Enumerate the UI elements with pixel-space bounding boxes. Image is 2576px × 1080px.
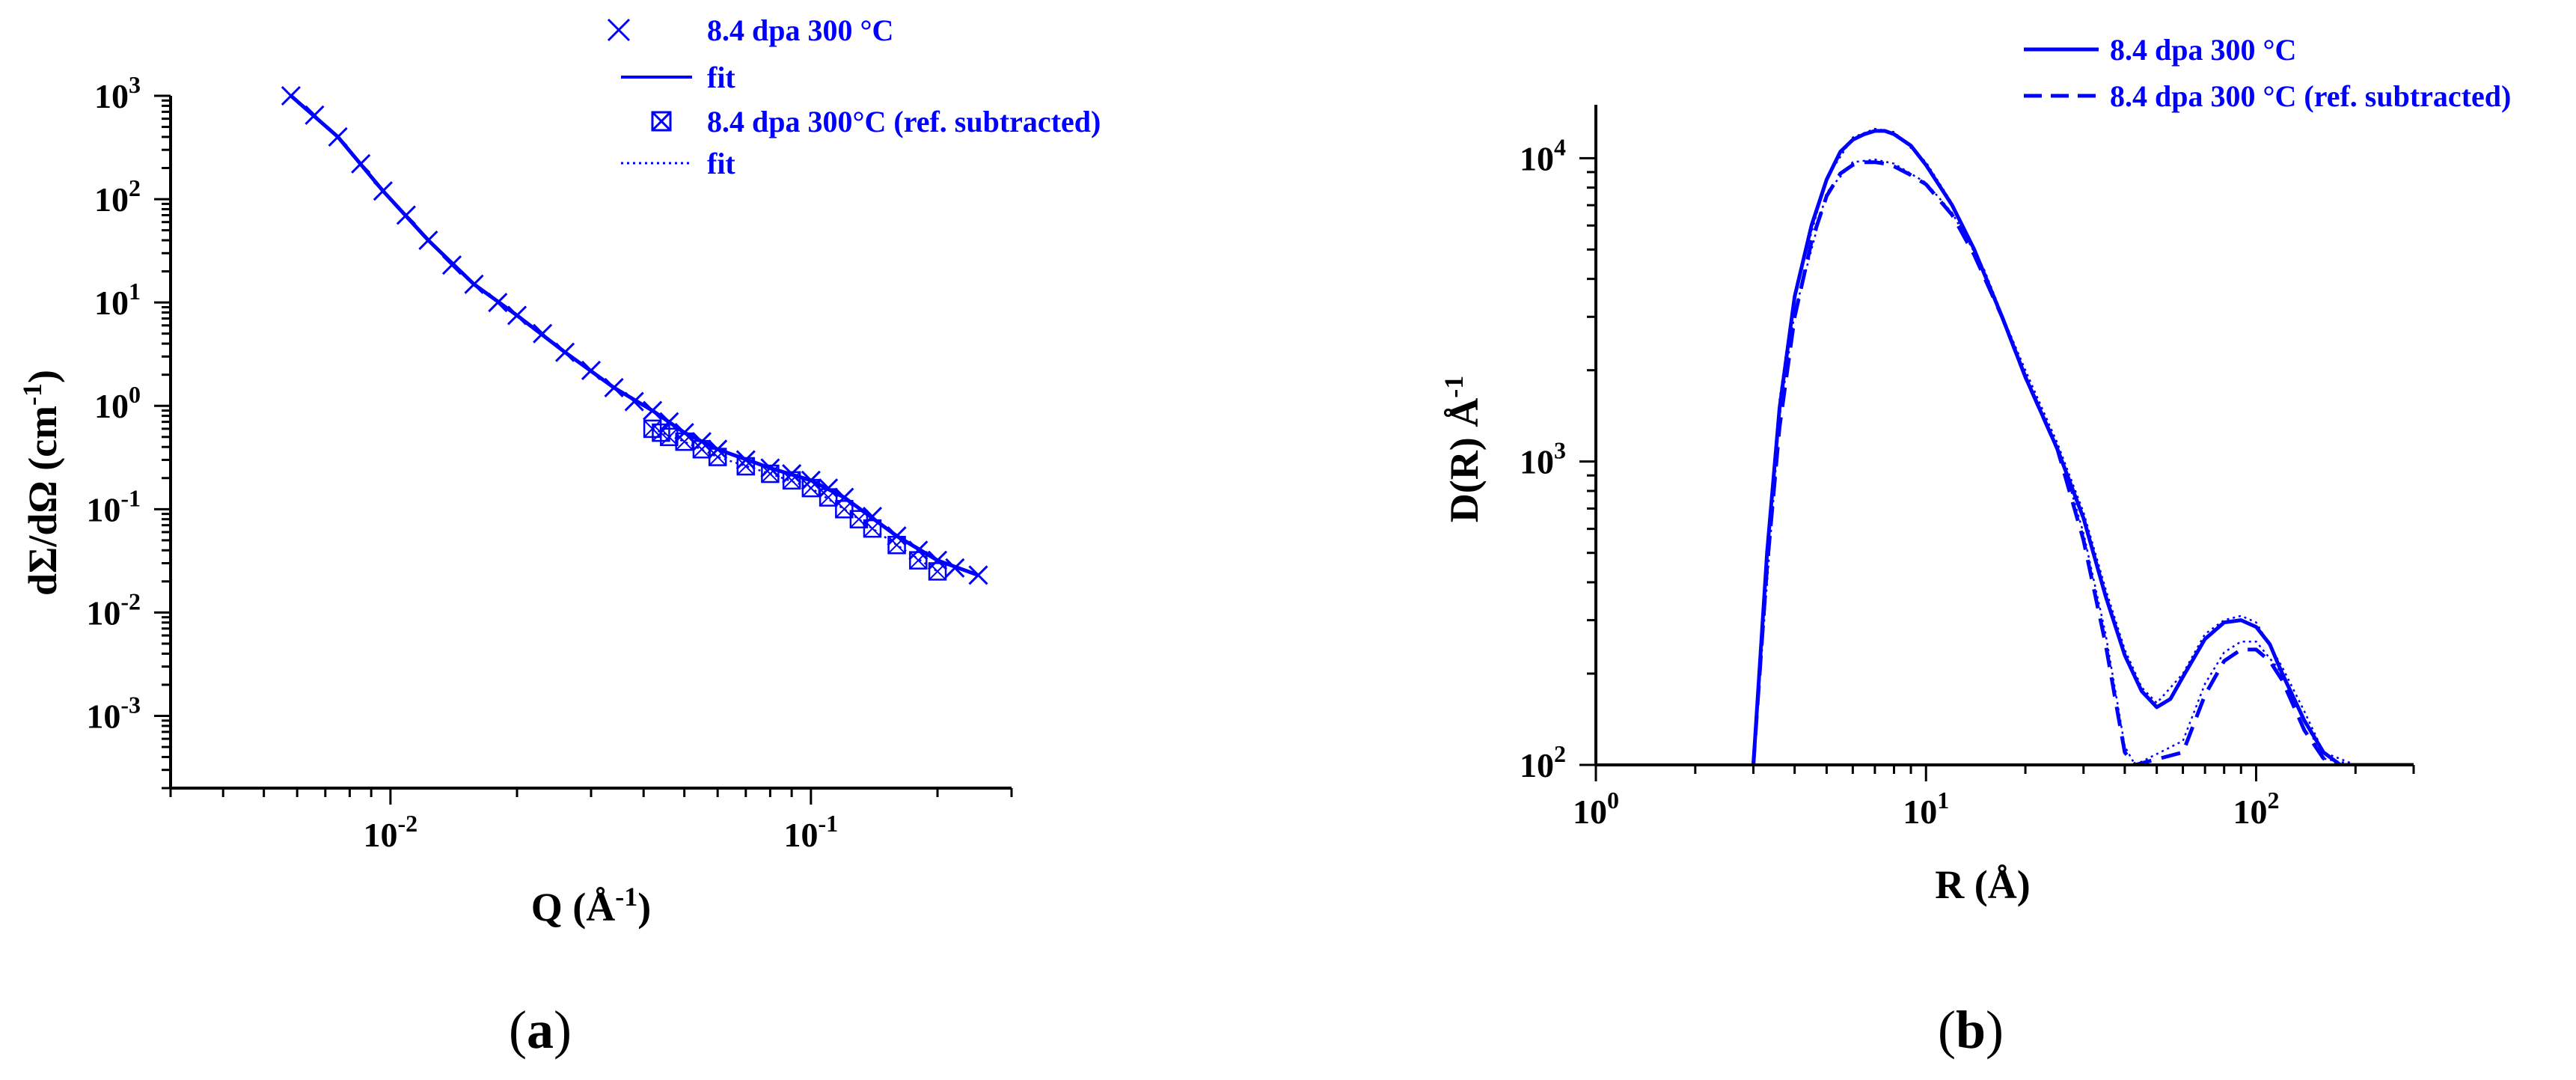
- legend-box-cross-lines-icon: [651, 111, 672, 132]
- legend-item-fit-dotted: fit: [621, 147, 735, 180]
- panel-a-box-point: [863, 519, 882, 538]
- panel-a-x-tick-label: 10-1: [784, 810, 839, 854]
- panel-a-x-tick-label: 10-2: [364, 810, 418, 854]
- legend-item-measured: 8.4 dpa 300 °C: [607, 13, 893, 47]
- legend-item-ref-subtracted: 8.4 dpa 300°C (ref. subtracted): [651, 105, 1101, 138]
- legend-label-measured: 8.4 dpa 300 °C: [707, 13, 893, 47]
- panel-a-box-point: [909, 551, 928, 570]
- panel-b-x-tick-label: 100: [1573, 787, 1619, 831]
- panel-b-series-layer: [1752, 127, 2414, 765]
- chart-panel-a: 10-2 10-1 10-3 10-2 10-1 100 101 102 103 dΣ/dΩ (…: [17, 13, 1101, 1060]
- legend-label-ref-subtracted: 8.4 dpa 300°C (ref. subtracted): [707, 105, 1101, 138]
- legend-cross-marker-icon: [607, 18, 631, 42]
- panel-a-series-layer: [281, 85, 988, 585]
- panel-b-x-tick-label: 101: [1903, 787, 1949, 831]
- panel-b-plot-area: [1752, 127, 2414, 765]
- legend-label-fit-dotted: fit: [707, 147, 735, 180]
- panel-a-box-point: [660, 427, 679, 447]
- legend-item-b-measured: 8.4 dpa 300 °C: [2024, 33, 2296, 67]
- panel-a-tick-labels: 10-2 10-1 10-3 10-2 10-1 100 101 102 103: [86, 71, 838, 854]
- panel-b-series-0-solid-line: [1752, 129, 2414, 765]
- legend-item-b-ref-subtracted: 8.4 dpa 300 °C (ref. subtracted): [2024, 79, 2511, 113]
- panel-a-box-point: [675, 432, 694, 451]
- panel-a-y-axis-label: dΣ/dΩ (cm-1): [17, 370, 65, 596]
- panel-b-legend: 8.4 dpa 300 °C 8.4 dpa 300 °C (ref. subt…: [2024, 33, 2511, 113]
- legend-label-b-measured: 8.4 dpa 300 °C: [2110, 33, 2296, 67]
- panel-b-series-3-dotted-line: [1752, 158, 2356, 765]
- legend-label-fit: fit: [707, 61, 735, 94]
- panel-b-x-axis-label: R (Å): [1935, 862, 2030, 907]
- panel-a-box-point: [887, 535, 906, 555]
- panel-a-y-tick-label: 102: [94, 174, 141, 219]
- panel-a-x-axis-label: Q (Å-1): [531, 882, 651, 930]
- panel-a-y-tick-label: 103: [94, 71, 141, 115]
- chart-panel-b: 100 101 102 102 103 104 D(R) Å-1 R (Å) 8.4 dp…: [1439, 33, 2511, 1060]
- legend-item-fit: fit: [621, 61, 735, 94]
- panel-a-series-1-solid-line: [290, 94, 979, 577]
- panel-b-axes: [1579, 105, 2415, 781]
- panel-b-tick-labels: 100 101 102 102 103 104: [1520, 133, 2279, 831]
- panel-b-series-1-dashed-line: [1752, 160, 2414, 765]
- panel-b-y-tick-label: 103: [1520, 437, 1566, 481]
- panel-b-x-tick-label: 102: [2233, 787, 2279, 831]
- panel-a-plot-area: [281, 85, 988, 585]
- legend-label-b-ref-subtracted: 8.4 dpa 300 °C (ref. subtracted): [2110, 79, 2511, 113]
- panel-a-y-tick-label: 100: [94, 381, 141, 425]
- panel-a-box-point: [782, 471, 801, 490]
- panel-b-y-tick-label: 104: [1520, 133, 1566, 177]
- panel-a-y-tick-label: 10-1: [86, 484, 141, 528]
- panel-a-y-tick-label: 10-2: [86, 588, 141, 632]
- panel-a-box-point: [736, 457, 756, 476]
- panel-b-label: (b): [1938, 1000, 2004, 1060]
- panel-a-legend: 8.4 dpa 300 °C fit 8.4 dpa 300°C (ref. s…: [607, 13, 1101, 180]
- panel-a-y-tick-label: 10-3: [86, 691, 141, 735]
- panel-a-label: (a): [509, 1000, 572, 1060]
- panel-a-y-tick-label: 101: [94, 278, 141, 322]
- panel-b-y-axis-label: D(R) Å-1: [1439, 376, 1487, 522]
- panel-a-box-point: [708, 448, 727, 466]
- panel-a-box-point: [928, 562, 947, 581]
- panel-b-y-tick-label: 102: [1520, 740, 1566, 784]
- panel-a-axes: [154, 94, 1013, 805]
- panel-a-series-3-dotted-line: [652, 427, 938, 573]
- panel-a-box-point: [692, 440, 712, 459]
- legend-box-cross-marker-icon: [651, 111, 672, 132]
- panel-a-box-point: [819, 488, 838, 507]
